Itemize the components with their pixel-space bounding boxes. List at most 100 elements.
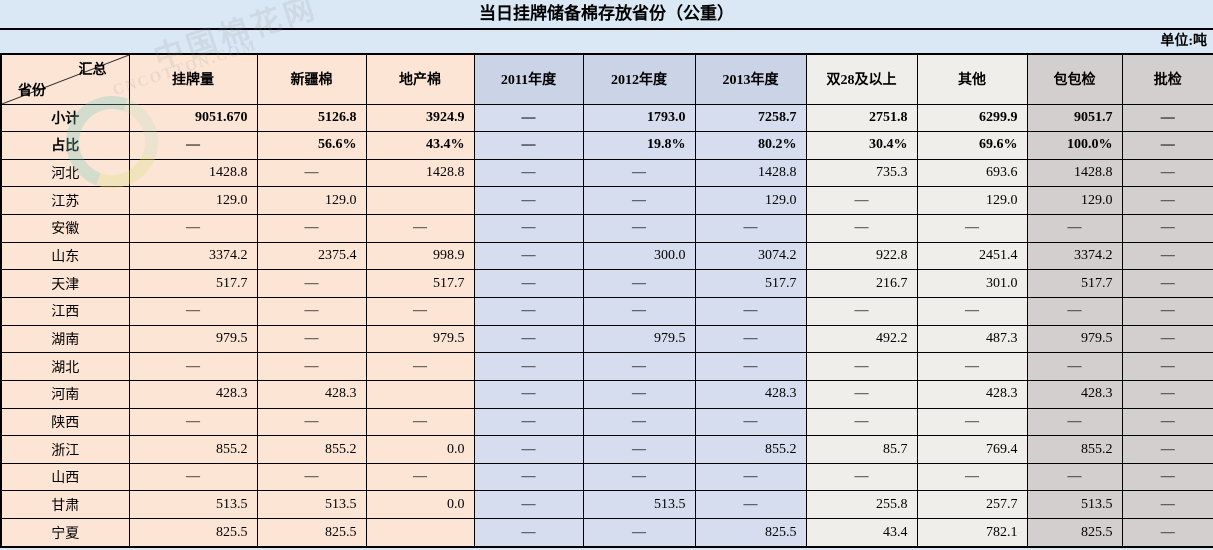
row-label: 湖南 bbox=[0, 324, 130, 354]
table-cell: 3374.2 bbox=[128, 241, 258, 271]
table-cell: 2751.8 bbox=[805, 103, 918, 133]
column-header-xinjiang-cotton: 新疆棉 bbox=[256, 53, 367, 105]
table-cell: — bbox=[256, 407, 367, 437]
table-cell: 0.0 bbox=[365, 435, 475, 464]
row-label: 河南 bbox=[0, 379, 130, 409]
table-cell: 979.5 bbox=[1026, 324, 1123, 354]
row-label: 浙江 bbox=[0, 435, 130, 464]
unit-label: 单位:吨 bbox=[0, 30, 1213, 53]
table-cell: 487.3 bbox=[916, 324, 1028, 354]
table-cell: 979.5 bbox=[365, 324, 475, 354]
table-cell: — bbox=[1121, 158, 1213, 188]
table-cell: — bbox=[256, 269, 367, 298]
column-header-year-2013: 2013年度 bbox=[694, 53, 807, 105]
row-label: 天津 bbox=[0, 269, 130, 298]
table-cell: 9051.670 bbox=[128, 103, 258, 133]
table-cell: — bbox=[256, 462, 367, 492]
table-cell: — bbox=[1121, 103, 1213, 133]
table-cell: — bbox=[1026, 462, 1123, 492]
table-cell: — bbox=[256, 214, 367, 243]
table-cell: — bbox=[805, 352, 918, 381]
table-cell: 80.2% bbox=[694, 131, 807, 160]
table-cell: — bbox=[473, 407, 584, 437]
table-cell: 301.0 bbox=[916, 269, 1028, 298]
table-cell: 855.2 bbox=[256, 435, 367, 464]
table-row: 占比 —56.6% 43.4% —19.8% 80.2% 30.4% 69.6% 100.0%… bbox=[0, 131, 1213, 160]
table-cell: 517.7 bbox=[365, 269, 475, 298]
table-cell: 2375.4 bbox=[256, 241, 367, 271]
table-cell: 517.7 bbox=[1026, 269, 1123, 298]
table-header: 汇总 省份 挂牌量 新疆棉 地产棉 2011年度 2012年度 2013年度 双… bbox=[0, 53, 1213, 105]
table-row: 江苏 129.0 129.0— —129.0—129.0 129.0— bbox=[0, 186, 1213, 216]
table-cell: 513.5 bbox=[128, 490, 258, 520]
table-cell: 782.1 bbox=[916, 518, 1028, 548]
table-cell: — bbox=[805, 214, 918, 243]
table-cell: — bbox=[805, 296, 918, 326]
table-cell: 979.5 bbox=[582, 324, 696, 354]
table-cell: — bbox=[582, 379, 696, 409]
table-cell: — bbox=[473, 269, 584, 298]
table-cell: — bbox=[1121, 518, 1213, 548]
table-cell: — bbox=[694, 352, 807, 381]
row-label: 宁夏 bbox=[0, 518, 130, 548]
row-label: 安徽 bbox=[0, 214, 130, 243]
table-row: 宁夏 825.5 825.5— —825.5 43.4 782.1 825.5— bbox=[0, 518, 1213, 548]
table-row: 河北 1428.8—1428.8— —1428.8 735.3 693.6 1428.8— bbox=[0, 158, 1213, 188]
table-row: 湖北 — — — — — — — — — — bbox=[0, 352, 1213, 381]
table-cell: — bbox=[256, 324, 367, 354]
table-cell: — bbox=[916, 352, 1028, 381]
table-row: 山东 3374.2 2375.4 998.9—300.0 3074.2 922.8 2451… bbox=[0, 241, 1213, 271]
table-cell: 129.0 bbox=[1026, 186, 1123, 216]
column-header-other: 其他 bbox=[916, 53, 1028, 105]
table-cell: — bbox=[1121, 214, 1213, 243]
reserve-cotton-table: 汇总 省份 挂牌量 新疆棉 地产棉 2011年度 2012年度 2013年度 双… bbox=[0, 53, 1213, 548]
table-cell: — bbox=[1121, 407, 1213, 437]
table-row: 江西 — — — — — — — — — — bbox=[0, 296, 1213, 326]
table-cell: 85.7 bbox=[805, 435, 918, 464]
table-cell: — bbox=[473, 462, 584, 492]
header-row: 汇总 省份 挂牌量 新疆棉 地产棉 2011年度 2012年度 2013年度 双… bbox=[0, 53, 1213, 105]
table-cell: 855.2 bbox=[694, 435, 807, 464]
table-cell: 56.6% bbox=[256, 131, 367, 160]
table-cell: 43.4 bbox=[805, 518, 918, 548]
table-cell: — bbox=[694, 324, 807, 354]
corner-label-summary: 汇总 bbox=[78, 63, 107, 78]
table-cell: — bbox=[916, 214, 1028, 243]
table-cell: — bbox=[582, 296, 696, 326]
table-cell: — bbox=[473, 352, 584, 381]
row-label: 湖北 bbox=[0, 352, 130, 381]
table-cell: 428.3 bbox=[694, 379, 807, 409]
table-cell: 428.3 bbox=[1026, 379, 1123, 409]
table-cell bbox=[365, 186, 475, 216]
row-label: 陕西 bbox=[0, 407, 130, 437]
table-cell: — bbox=[473, 241, 584, 271]
table-row: 湖南 979.5—979.5—979.5—492.2 487.3 979.5— bbox=[0, 324, 1213, 354]
table-cell: 825.5 bbox=[256, 518, 367, 548]
table-cell: — bbox=[1026, 296, 1123, 326]
table-row: 山西 — — — — — — — — — — bbox=[0, 462, 1213, 492]
table-cell: — bbox=[582, 407, 696, 437]
table-cell: 30.4% bbox=[805, 131, 918, 160]
table-cell: — bbox=[128, 214, 258, 243]
table-cell: 735.3 bbox=[805, 158, 918, 188]
table-cell: 825.5 bbox=[1026, 518, 1123, 548]
table-cell: — bbox=[916, 407, 1028, 437]
table-cell: — bbox=[365, 407, 475, 437]
table-cell: 513.5 bbox=[582, 490, 696, 520]
table-cell: — bbox=[256, 296, 367, 326]
table-cell: 513.5 bbox=[1026, 490, 1123, 520]
table-cell: — bbox=[1026, 352, 1123, 381]
table-cell: — bbox=[694, 407, 807, 437]
column-header-batch-check: 批检 bbox=[1121, 53, 1213, 105]
table-cell: — bbox=[473, 296, 584, 326]
table-cell: 492.2 bbox=[805, 324, 918, 354]
table-cell: 3074.2 bbox=[694, 241, 807, 271]
row-label: 占比 bbox=[0, 131, 130, 160]
table-cell: — bbox=[1121, 379, 1213, 409]
row-label: 河北 bbox=[0, 158, 130, 188]
table-cell: — bbox=[1121, 435, 1213, 464]
table-cell: 257.7 bbox=[916, 490, 1028, 520]
table-cell: — bbox=[805, 186, 918, 216]
table-cell: 7258.7 bbox=[694, 103, 807, 133]
table-cell: 129.0 bbox=[256, 186, 367, 216]
